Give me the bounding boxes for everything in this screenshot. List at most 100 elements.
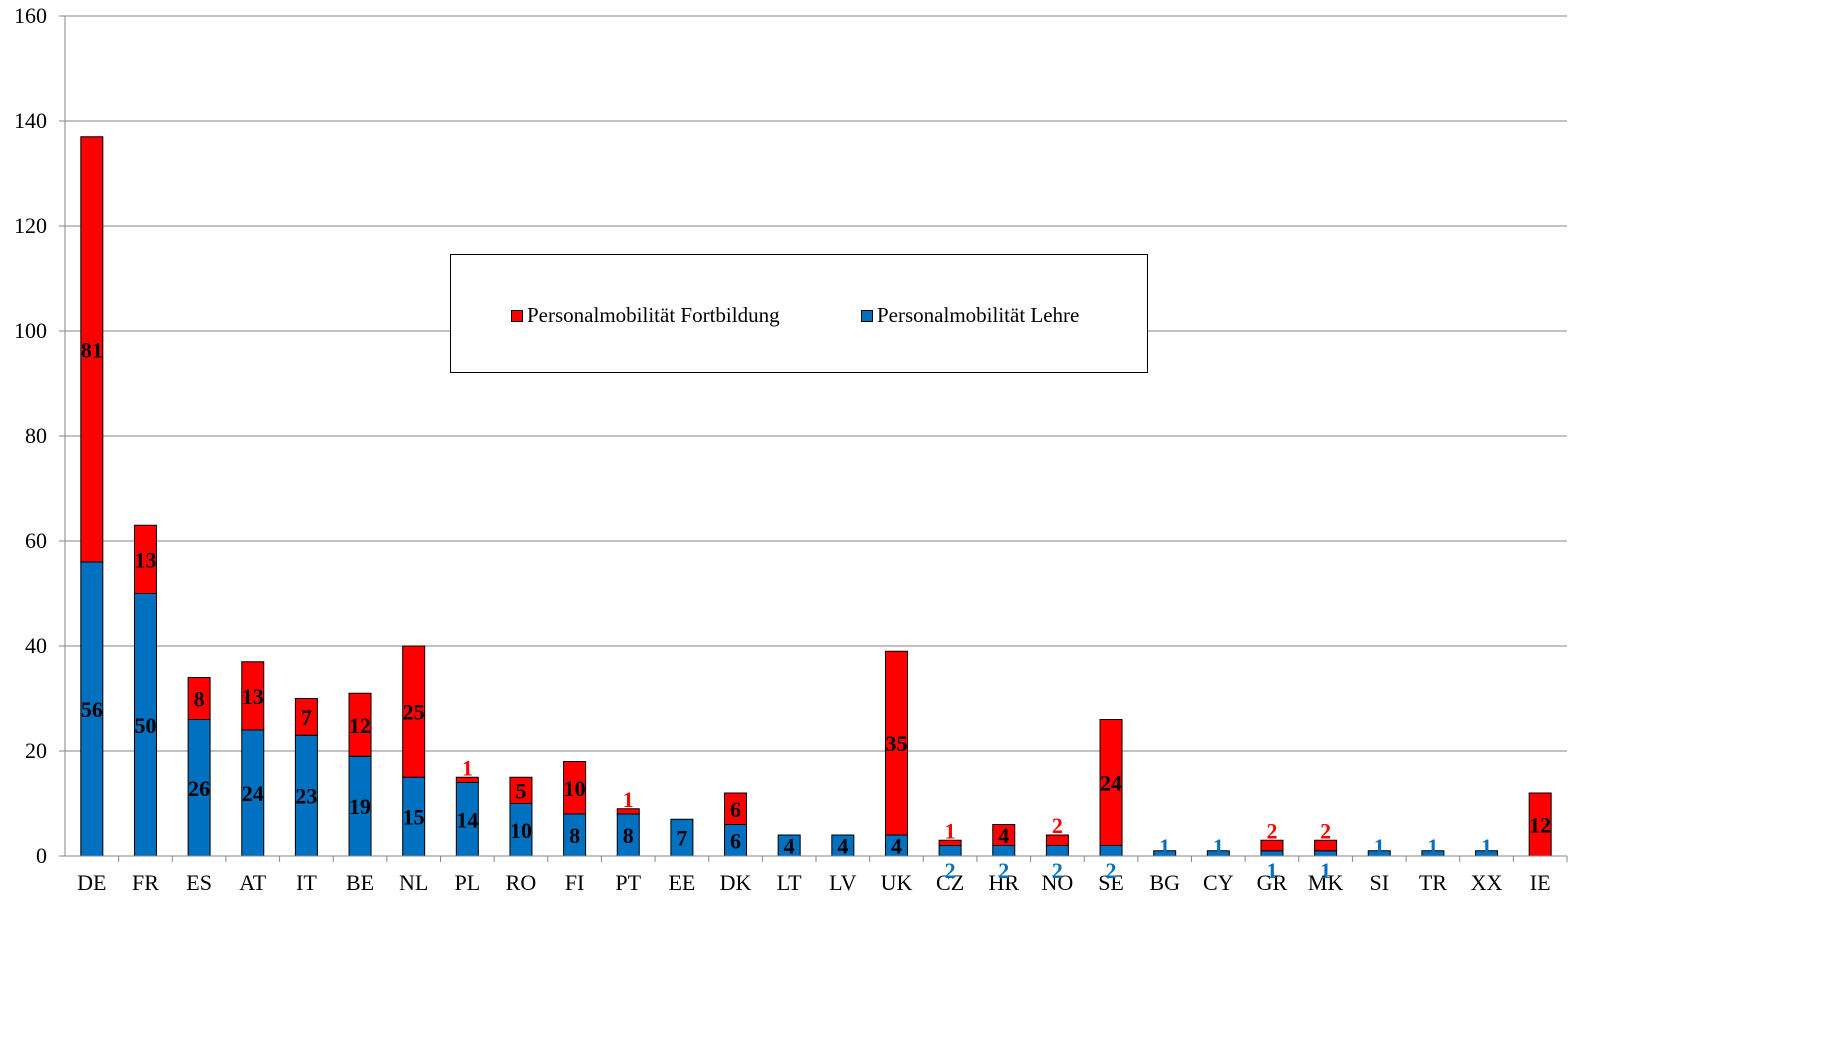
data-label-fortbildung: 24 <box>1100 771 1122 796</box>
x-tick-label: FI <box>565 870 585 895</box>
bar-fortbildung-uk <box>884 650 908 836</box>
data-label-fortbildung: 8 <box>194 687 205 712</box>
x-tick-label: AT <box>239 870 266 895</box>
data-label-lehre: 4 <box>837 834 848 859</box>
legend-item-lehre: Personalmobilität Lehre <box>861 303 1079 328</box>
x-tick-label: HR <box>988 870 1019 895</box>
bar-lehre-no <box>1045 845 1069 857</box>
x-tick-label: IE <box>1530 870 1551 895</box>
x-tick-label: LT <box>777 870 802 895</box>
data-label-lehre: 2 <box>945 858 956 883</box>
bar-fortbildung-no <box>1045 834 1069 846</box>
x-tick-label: LV <box>829 870 856 895</box>
bar-fortbildung-it <box>294 698 318 736</box>
x-tick-label: FR <box>132 870 159 895</box>
bar-lehre-cz <box>938 845 962 857</box>
legend-swatch-lehre <box>861 309 873 322</box>
data-label-fortbildung: 2 <box>1320 818 1331 843</box>
legend-swatch-fortbildung <box>511 309 523 322</box>
data-label-lehre: 8 <box>569 823 580 848</box>
legend-item-fortbildung: Personalmobilität Fortbildung <box>511 303 780 328</box>
data-label-fortbildung: 4 <box>998 823 1009 848</box>
x-tick-label: EE <box>668 870 695 895</box>
data-label-lehre: 4 <box>784 834 795 859</box>
x-tick-label: IT <box>296 870 317 895</box>
data-label-fortbildung: 1 <box>462 755 473 780</box>
data-label-fortbildung: 13 <box>134 547 156 572</box>
data-label-fortbildung: 1 <box>623 787 634 812</box>
chart-legend: Personalmobilität Fortbildung Personalmo… <box>450 254 1148 373</box>
y-tick-label: 40 <box>25 633 47 658</box>
x-tick-label: UK <box>881 870 913 895</box>
bar-fortbildung-fr <box>133 524 157 594</box>
data-label-fortbildung: 13 <box>242 684 264 709</box>
data-label-fortbildung: 25 <box>403 700 425 725</box>
x-tick-label: TR <box>1419 870 1447 895</box>
data-label-lehre: 24 <box>242 781 264 806</box>
data-label-lehre: 50 <box>134 713 156 738</box>
x-tick-label: CY <box>1203 870 1234 895</box>
data-label-lehre: 1 <box>1159 834 1170 859</box>
bar-lehre-se <box>1099 845 1123 857</box>
bar-fortbildung-se <box>1099 719 1123 846</box>
gridlines <box>65 15 1567 752</box>
x-tick-label: PT <box>615 870 641 895</box>
data-label-fortbildung: 10 <box>564 776 586 801</box>
data-label-lehre: 1 <box>1266 858 1277 883</box>
x-tick-label: GR <box>1257 870 1288 895</box>
bar-fortbildung-cz <box>938 839 962 846</box>
y-tick-label: 140 <box>14 108 47 133</box>
y-tick-label: 160 <box>14 3 47 28</box>
data-label-fortbildung: 81 <box>81 337 103 362</box>
data-label-lehre: 10 <box>510 818 532 843</box>
data-label-lehre: 2 <box>998 858 1009 883</box>
y-tick-label: 60 <box>25 528 47 553</box>
x-tick-label: DE <box>77 870 106 895</box>
x-tick-label: SE <box>1098 870 1124 895</box>
data-label-lehre: 19 <box>349 794 371 819</box>
x-tick-label: BE <box>346 870 374 895</box>
x-tick-label: MK <box>1308 870 1344 895</box>
y-tick-label: 100 <box>14 318 47 343</box>
data-label-fortbildung: 2 <box>1052 813 1063 838</box>
bar-fortbildung-hr <box>992 824 1016 846</box>
data-label-lehre: 1 <box>1427 834 1438 859</box>
data-label-lehre: 2 <box>1052 858 1063 883</box>
y-tick-label: 20 <box>25 738 47 763</box>
data-label-fortbildung: 7 <box>301 705 312 730</box>
x-tick-label: SI <box>1369 870 1389 895</box>
x-tick-label: NO <box>1042 870 1074 895</box>
x-tick-label: PL <box>454 870 480 895</box>
bar-fortbildung-dk <box>724 792 748 825</box>
bar-fortbildung-mk <box>1314 839 1338 852</box>
bar-fortbildung-pl <box>455 776 479 783</box>
data-label-lehre: 6 <box>730 828 741 853</box>
x-tick-label: RO <box>506 870 537 895</box>
data-label-lehre: 56 <box>81 697 103 722</box>
y-tick-label: 0 <box>36 843 47 868</box>
data-label-fortbildung: 35 <box>885 731 907 756</box>
data-label-fortbildung: 2 <box>1266 818 1277 843</box>
bar-lehre-mk <box>1314 850 1338 857</box>
legend-label-fortbildung: Personalmobilität Fortbildung <box>527 303 780 327</box>
bar-fortbildung-de <box>80 136 104 563</box>
x-tick-label: DK <box>720 870 752 895</box>
data-label-lehre: 7 <box>676 826 687 851</box>
data-label-lehre: 26 <box>188 776 210 801</box>
y-tick-label: 80 <box>25 423 47 448</box>
data-label-fortbildung: 5 <box>515 778 526 803</box>
y-tick-label: 120 <box>14 213 47 238</box>
x-tick-label: BG <box>1149 870 1180 895</box>
data-label-lehre: 1 <box>1213 834 1224 859</box>
bar-lehre-gr <box>1260 850 1284 857</box>
data-label-lehre: 23 <box>295 784 317 809</box>
data-label-lehre: 14 <box>456 807 478 832</box>
data-label-fortbildung: 6 <box>730 797 741 822</box>
bar-fortbildung-es <box>187 677 211 720</box>
x-tick-label: XX <box>1471 870 1503 895</box>
bar-fortbildung-ro <box>509 776 533 804</box>
bar-fortbildung-nl <box>402 645 426 778</box>
x-tick-label: ES <box>186 870 212 895</box>
data-label-fortbildung: 12 <box>349 713 371 738</box>
